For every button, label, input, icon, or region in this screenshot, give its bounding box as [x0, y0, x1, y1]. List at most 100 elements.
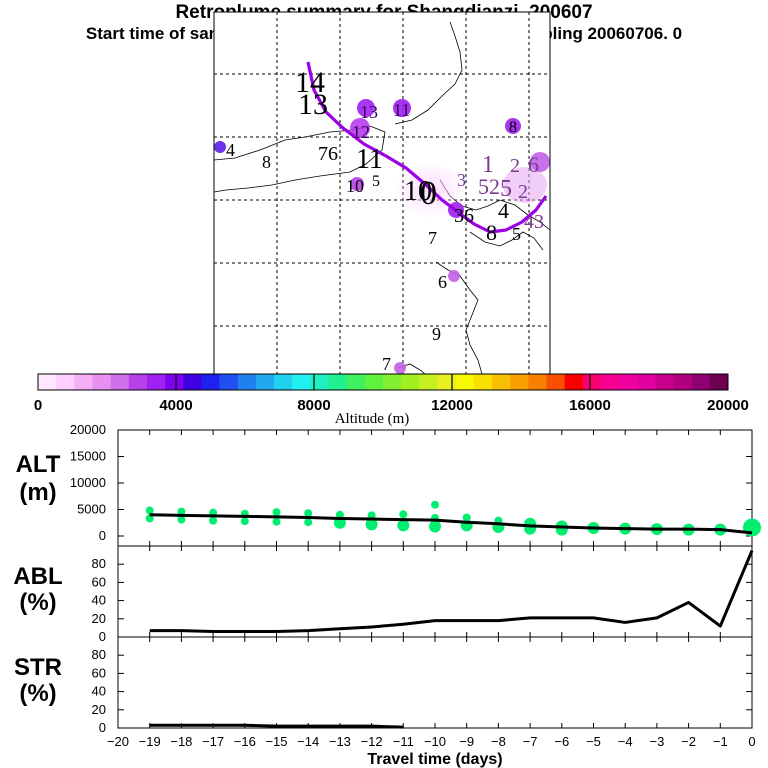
colorbar-tick-label: 8000 — [297, 397, 330, 414]
x-tick-label: −5 — [586, 734, 601, 749]
colorbar-swatch — [183, 374, 202, 390]
x-tick-label: −2 — [681, 734, 696, 749]
plume-label: 8 — [262, 152, 271, 172]
altitude-point — [431, 500, 439, 509]
plume-label: 6 — [528, 152, 539, 177]
plume-label: 36 — [454, 205, 474, 227]
plume-dot — [505, 118, 521, 134]
plume-label: 8 — [486, 220, 497, 245]
colorbar-swatch — [600, 374, 620, 390]
colorbar-label: Altitude (m) — [335, 411, 410, 427]
plume-label: 5 — [372, 173, 380, 190]
map-background — [214, 12, 550, 374]
x-tick-label: −8 — [491, 734, 506, 749]
colorbar-swatch — [165, 374, 184, 390]
colorbar-frame — [37, 373, 729, 391]
x-tick-label: −19 — [139, 734, 161, 749]
y-tick-label: 15000 — [70, 449, 106, 464]
altitude-point — [462, 513, 471, 522]
colorbar-swatch — [691, 374, 711, 390]
panel-abl: 0 20 40 60 80 ABL(%) — [13, 545, 754, 644]
y-tick-label: 40 — [92, 684, 106, 699]
plume-label: 13 — [298, 88, 328, 121]
plume-label: 9 — [432, 324, 441, 344]
panel-label: ALT — [16, 451, 61, 478]
altitude-point — [272, 508, 281, 517]
mean-altitude-line — [149, 513, 753, 535]
x-tick-label: −1 — [713, 734, 728, 749]
plume-label: 8 — [509, 119, 517, 136]
x-tick-label: −13 — [329, 734, 351, 749]
x-tick-label: −7 — [523, 734, 538, 749]
x-tick-label: −16 — [234, 734, 256, 749]
panel-label: STR — [14, 654, 62, 681]
plume-label: 52 — [478, 174, 500, 199]
y-tick-label: 20 — [92, 702, 106, 717]
altitude-colorbar: 0 4000 8000 12000 16000 20000 — [34, 373, 749, 414]
colorbar-swatch — [56, 374, 75, 390]
panel-frame — [117, 545, 753, 638]
colorbar-swatch — [546, 374, 565, 390]
plume-label: 4 — [226, 140, 235, 160]
colorbar-swatch — [619, 374, 638, 390]
colorbar-swatch — [92, 374, 111, 390]
colorbar-swatch — [346, 374, 366, 390]
colorbar-swatch — [673, 374, 692, 390]
colorbar-swatch — [582, 374, 602, 390]
plume-label: 43 — [524, 211, 544, 233]
colorbar-swatch — [74, 374, 93, 390]
panel-label-unit: (%) — [19, 589, 56, 616]
plume-label: 76 — [318, 143, 338, 165]
y-tick-label: 60 — [92, 665, 106, 680]
colorbar-swatch — [455, 374, 475, 390]
colorbar-tick-label: 4000 — [159, 397, 192, 414]
plume-label: 10 — [346, 176, 364, 196]
altitude-point — [272, 517, 281, 526]
colorbar-swatch — [709, 374, 729, 390]
plume-dot — [393, 99, 411, 117]
colorbar-swatch — [274, 374, 293, 390]
x-tick-label: 0 — [748, 734, 755, 749]
altitude-point — [145, 514, 154, 523]
colorbar-swatch — [564, 374, 584, 390]
plume-label: 5 — [500, 176, 512, 202]
altitude-point — [304, 518, 313, 527]
panel-label-unit: (m) — [19, 479, 56, 506]
plume-label: 2 — [518, 181, 528, 203]
y-tick-label: 80 — [92, 647, 106, 662]
altitude-point — [240, 517, 249, 526]
x-tick-label: −6 — [554, 734, 569, 749]
y-tick-label: 80 — [92, 556, 106, 571]
colorbar-swatch — [419, 374, 438, 390]
x-tick-label: −17 — [202, 734, 224, 749]
altitude-point — [304, 509, 313, 518]
plume-dot — [448, 270, 460, 282]
panel-alt: 0 5000 10000 15000 20000 ALT(m) — [16, 422, 761, 547]
y-tick-label: 60 — [92, 574, 106, 589]
colorbar-tick-label: 16000 — [569, 397, 611, 414]
colorbar-swatch — [255, 374, 275, 390]
time-series-panels: 05000100001500020000ALT(m)020406080ABL(%… — [13, 422, 761, 768]
plume-dot — [394, 362, 406, 374]
colorbar-swatch — [128, 374, 148, 390]
plume-label: 13 — [360, 102, 378, 122]
altitude-point — [145, 506, 154, 515]
colorbar-swatch — [510, 374, 529, 390]
plume-dot — [530, 152, 550, 172]
plume-label: 0 — [420, 175, 437, 212]
plume-label: 14 — [295, 66, 325, 99]
plume-label: 12 — [352, 122, 370, 142]
x-tick-label: −11 — [393, 734, 414, 749]
colorbar-swatch — [401, 374, 420, 390]
plume-label: 2 — [510, 155, 520, 177]
plume-label: 1 — [482, 152, 494, 178]
plume-dot — [214, 141, 226, 153]
colorbar-swatch — [146, 374, 166, 390]
colorbar-swatch — [219, 374, 239, 390]
plume-label: 10 — [404, 176, 432, 207]
colorbar-swatch — [655, 374, 674, 390]
